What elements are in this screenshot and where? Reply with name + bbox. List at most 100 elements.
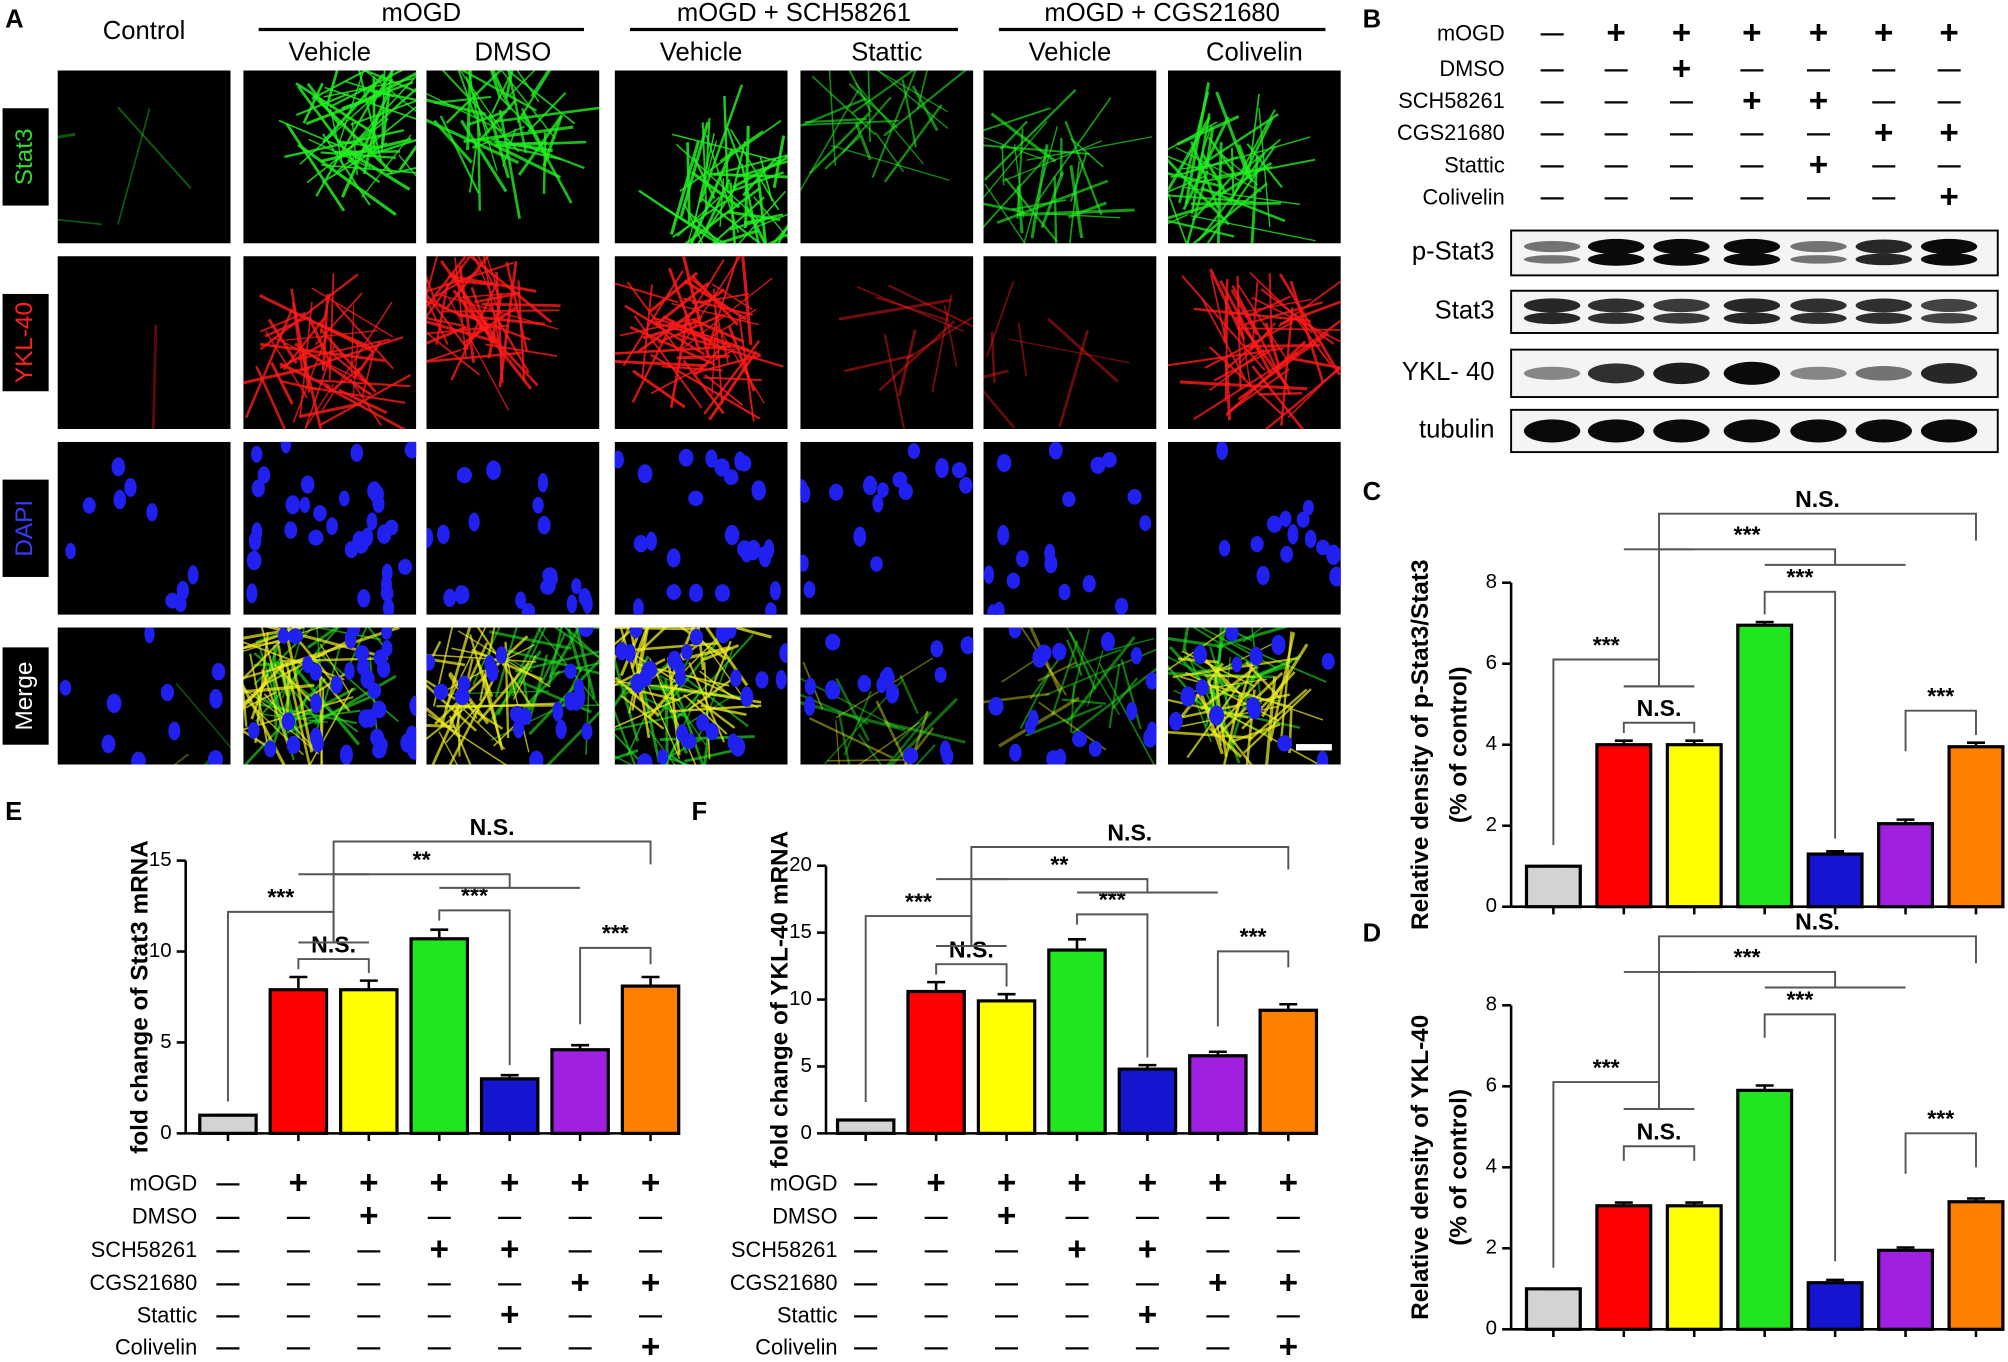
nucleus <box>1072 731 1088 748</box>
nucleus <box>59 679 72 696</box>
micrograph <box>983 256 1157 430</box>
filament <box>851 70 915 114</box>
treatment-sign: + <box>1939 178 1958 215</box>
y-tick-label: 15 <box>789 920 812 943</box>
filament <box>329 70 404 108</box>
micrograph <box>614 256 788 430</box>
filament <box>1036 97 1112 202</box>
filament <box>488 304 530 374</box>
treatment-sign: — <box>1872 184 1896 210</box>
nucleus <box>106 693 122 714</box>
nucleus <box>862 475 878 496</box>
filament <box>1066 639 1083 677</box>
filament <box>1245 661 1281 699</box>
treatment-sign: — <box>216 1334 240 1360</box>
filament <box>1040 171 1065 229</box>
micrograph <box>1167 256 1341 430</box>
nucleus <box>877 482 889 498</box>
band <box>1723 419 1781 443</box>
filament <box>703 340 761 415</box>
filament <box>304 385 406 404</box>
filament <box>1167 698 1249 719</box>
treatment-sign: — <box>925 1203 949 1229</box>
filament <box>998 696 1080 748</box>
nucleus <box>723 469 739 486</box>
filament <box>1236 299 1252 388</box>
nucleus <box>681 733 697 750</box>
filament <box>341 88 392 198</box>
significance-label: N.S. <box>1107 819 1152 845</box>
treatment-sign: + <box>1067 1231 1086 1268</box>
filament <box>1109 637 1155 651</box>
significance-bracket: *** <box>1216 924 1290 1027</box>
filament <box>117 108 151 225</box>
bar <box>1595 743 1653 909</box>
filament <box>1224 292 1229 402</box>
nucleus <box>457 675 471 692</box>
treatment-sign: — <box>1938 88 1962 114</box>
band <box>1855 239 1912 254</box>
filament <box>875 296 948 321</box>
filament <box>899 674 919 714</box>
nucleus <box>1126 701 1138 720</box>
nucleus <box>484 654 496 674</box>
significance-label: N.S. <box>1637 1119 1682 1145</box>
bar <box>1736 623 1794 909</box>
filament <box>1016 208 1135 217</box>
micrograph <box>57 627 231 765</box>
treatment-sign: — <box>854 1236 878 1262</box>
treatment-sign: + <box>1138 1231 1157 1268</box>
nucleus <box>82 497 96 514</box>
treatment-sign: — <box>1136 1270 1160 1296</box>
treatment-sign: + <box>1809 146 1828 183</box>
filament <box>808 112 870 175</box>
filament <box>676 692 704 765</box>
micrograph <box>426 256 600 430</box>
filament <box>320 687 325 765</box>
treatment-label: SCH58261 <box>1398 88 1504 113</box>
treatment-sign: — <box>216 1170 240 1196</box>
filament <box>855 82 925 165</box>
band <box>1790 255 1847 264</box>
treatment-label: Stattic <box>137 1302 198 1327</box>
filament <box>1167 213 1189 225</box>
filament <box>699 670 735 699</box>
nucleus <box>347 627 361 637</box>
nucleus <box>996 454 1012 473</box>
nucleus <box>370 728 385 747</box>
filament <box>647 679 683 719</box>
significance-bracket: *** <box>1904 1106 1977 1174</box>
filament <box>1058 329 1090 428</box>
nucleus <box>277 627 290 644</box>
treatment-sign: — <box>1938 152 1962 178</box>
filament <box>473 292 520 304</box>
y-tick-label: 5 <box>801 1054 812 1077</box>
filament <box>1019 674 1050 730</box>
micrograph <box>57 441 231 615</box>
filament <box>1277 280 1341 328</box>
filament <box>476 661 530 724</box>
filament <box>311 287 394 338</box>
bracket-line <box>1622 721 1696 733</box>
micrograph <box>426 441 600 615</box>
bracket-line <box>1659 548 1837 565</box>
column-header: Control <box>103 17 186 45</box>
nucleus <box>1279 510 1292 528</box>
treatment-sign: + <box>997 1164 1016 1201</box>
filament <box>1260 643 1309 718</box>
filament <box>830 144 950 181</box>
filament <box>321 164 417 174</box>
bar <box>1117 1067 1178 1135</box>
band <box>1920 362 1978 384</box>
filament <box>1037 661 1077 682</box>
panel-letter: C <box>1363 478 1382 506</box>
nucleus <box>935 457 949 479</box>
bracket-line <box>1216 950 1290 1027</box>
nucleus <box>751 480 766 501</box>
nucleus <box>727 733 739 752</box>
treatment-sign: — <box>569 1203 593 1229</box>
nucleus <box>409 695 417 716</box>
filament <box>848 70 873 113</box>
band <box>1587 363 1645 384</box>
filament <box>675 143 765 226</box>
